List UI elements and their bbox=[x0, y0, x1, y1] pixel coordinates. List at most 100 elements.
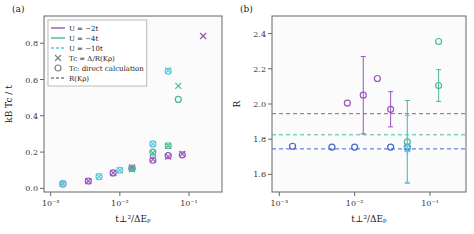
series bbox=[129, 83, 181, 172]
marker-stroke bbox=[175, 83, 181, 89]
y-tick bbox=[40, 115, 44, 116]
marker-stroke bbox=[165, 154, 171, 160]
x-axis-label: t⊥²/ΔEₚ bbox=[115, 214, 151, 224]
y-tick-label: 2.4 bbox=[253, 30, 266, 39]
data-point bbox=[175, 83, 181, 89]
panel-title: (b) bbox=[240, 4, 253, 14]
data-point bbox=[150, 156, 156, 162]
marker-stroke bbox=[60, 181, 66, 187]
legend-marker bbox=[55, 65, 61, 71]
error-bar-cap bbox=[361, 133, 366, 134]
marker-stroke bbox=[96, 174, 102, 180]
error-bar bbox=[405, 115, 410, 182]
y-tick-label: 1.6 bbox=[253, 170, 266, 179]
x-tick bbox=[354, 192, 355, 196]
marker-stroke bbox=[175, 83, 181, 89]
data-point bbox=[85, 178, 91, 184]
error-bar-cap bbox=[436, 101, 441, 102]
data-point bbox=[150, 157, 156, 163]
error-bar-cap bbox=[405, 182, 410, 183]
x-tick bbox=[430, 192, 431, 196]
data-point bbox=[60, 181, 66, 187]
legend-label: U = −2t bbox=[69, 25, 99, 33]
error-bar bbox=[361, 56, 366, 133]
data-point bbox=[165, 153, 171, 159]
data-point bbox=[96, 174, 102, 180]
marker-stroke bbox=[165, 154, 171, 160]
legend-label: Tc = Δ/R(Kρ) bbox=[69, 55, 115, 63]
data-point bbox=[165, 143, 171, 149]
y-tick bbox=[40, 188, 44, 189]
y-tick bbox=[40, 43, 44, 44]
legend: U = −2tU = −4tU = −10tTc = Δ/R(Kρ)Tc: di… bbox=[48, 20, 147, 86]
y-axis-label: kB Tc / t bbox=[4, 85, 14, 123]
data-point bbox=[60, 181, 66, 187]
y-tick-label: 1.8 bbox=[253, 135, 266, 144]
x-tick-label: 10⁻² bbox=[346, 199, 364, 208]
marker-stroke bbox=[165, 67, 171, 73]
marker-stroke bbox=[150, 150, 156, 156]
marker-stroke bbox=[85, 178, 91, 184]
legend-line bbox=[51, 37, 65, 38]
x-tick-label: 10⁻² bbox=[111, 199, 129, 208]
reference-line bbox=[272, 148, 466, 149]
x-axis-label: t⊥²/ΔEₚ bbox=[351, 214, 387, 224]
data-point bbox=[129, 166, 135, 172]
marker-stroke bbox=[110, 170, 116, 176]
data-point bbox=[117, 167, 123, 173]
data-point bbox=[129, 165, 135, 171]
y-tick-label: 0.4 bbox=[25, 112, 38, 121]
plot-frame bbox=[272, 16, 466, 192]
data-point bbox=[436, 39, 442, 45]
panel: 0.00.20.40.60.810⁻³10⁻²10⁻¹t⊥²/ΔEₚkB Tc … bbox=[4, 4, 222, 224]
error-bar-cap bbox=[405, 100, 410, 101]
panel: 1.61.82.02.22.410⁻³10⁻²10⁻¹t⊥²/ΔEₚR(b) bbox=[232, 4, 466, 224]
error-bar-stem bbox=[438, 70, 439, 102]
marker-stroke bbox=[150, 150, 156, 156]
data-point bbox=[85, 178, 91, 184]
marker-stroke bbox=[55, 55, 61, 61]
marker-stroke bbox=[85, 178, 91, 184]
marker-stroke bbox=[179, 151, 185, 157]
marker-stroke bbox=[60, 181, 66, 187]
data-point bbox=[165, 143, 171, 149]
chart: 0.00.20.40.60.810⁻³10⁻²10⁻¹t⊥²/ΔEₚkB Tc … bbox=[0, 0, 474, 234]
marker-stroke bbox=[165, 143, 171, 149]
data-point bbox=[179, 152, 185, 158]
reference-line bbox=[272, 134, 466, 135]
data-point bbox=[117, 167, 123, 173]
y-tick bbox=[268, 139, 272, 140]
marker-stroke bbox=[110, 170, 116, 176]
marker-stroke bbox=[150, 156, 156, 162]
marker-stroke bbox=[179, 151, 185, 157]
marker-stroke bbox=[129, 166, 135, 172]
error-bar-stem bbox=[363, 56, 364, 133]
y-tick bbox=[268, 104, 272, 105]
x-tick-label: 10⁻¹ bbox=[421, 199, 439, 208]
plot-marks bbox=[272, 39, 466, 184]
x-tick bbox=[189, 192, 190, 196]
marker-stroke bbox=[200, 33, 206, 39]
error-bar bbox=[405, 100, 410, 183]
x-tick bbox=[279, 192, 280, 196]
series bbox=[436, 39, 442, 45]
error-bar bbox=[388, 92, 393, 127]
data-point bbox=[290, 143, 296, 149]
data-point bbox=[150, 141, 156, 147]
error-bar-cap bbox=[436, 69, 441, 70]
data-point bbox=[60, 181, 66, 187]
error-bar-stem bbox=[407, 115, 408, 182]
series bbox=[404, 115, 410, 182]
data-point bbox=[388, 106, 394, 112]
data-point bbox=[404, 146, 410, 152]
legend-label: R(Kρ) bbox=[69, 75, 89, 83]
error-bar-stem bbox=[407, 100, 408, 183]
marker-stroke bbox=[117, 167, 123, 173]
legend-label: U = −10t bbox=[69, 45, 103, 53]
data-point bbox=[360, 92, 366, 98]
marker-stroke bbox=[150, 141, 156, 147]
marker-stroke bbox=[60, 181, 66, 187]
x-tick bbox=[119, 192, 120, 196]
y-axis-label: R bbox=[232, 100, 242, 107]
series bbox=[290, 143, 411, 150]
